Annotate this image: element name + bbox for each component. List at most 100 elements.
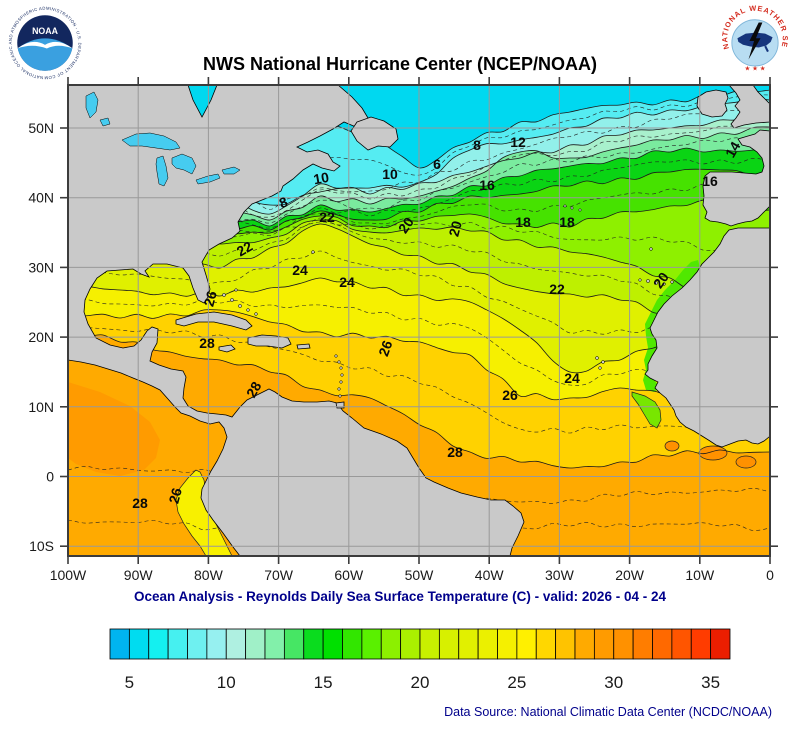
contour-label-8: 8 (473, 137, 481, 153)
isotherm-dashed (68, 322, 770, 438)
lat-label-10S: 10S (29, 538, 54, 554)
island-dot (339, 380, 343, 384)
noaa-logo: NOAA NATIONAL OCEANIC AND ATMOSPHERIC AD… (8, 6, 82, 80)
land-western-europe (702, 129, 770, 227)
colorbar-tick-5: 5 (125, 673, 134, 692)
island-dot (337, 387, 341, 391)
land-great-britain (728, 85, 770, 129)
colorbar-tick-20: 20 (411, 673, 430, 692)
colorbar-cell-12 (264, 628, 285, 660)
island-dot (654, 281, 658, 285)
colorbar-cell-20 (419, 628, 440, 660)
island-dot (234, 288, 238, 292)
contour-label-28: 28 (132, 495, 148, 511)
pacific-warm-pool (68, 382, 160, 476)
data-source-note: Data Source: National Climatic Data Cent… (444, 705, 772, 719)
island-dot (230, 298, 234, 302)
island-dot (670, 280, 674, 284)
contour-label-10: 10 (312, 169, 330, 187)
contour-label-22: 22 (234, 238, 256, 260)
colorbar-cell-33 (671, 628, 692, 660)
island-dot (662, 282, 666, 286)
island-dot (563, 204, 567, 208)
lake-winnipeg (85, 91, 99, 119)
colorbar-cell-8 (187, 628, 208, 660)
lake-manitoba (99, 117, 111, 127)
colorbar-cell-7 (167, 628, 188, 660)
island-dot (578, 208, 582, 212)
nws-stars: ★ ★ ★ (745, 66, 766, 73)
colorbar-cell-29 (593, 628, 615, 660)
isotherm-24 (68, 277, 770, 374)
land-newfoundland (350, 116, 399, 151)
lat-label-20N: 20N (28, 329, 54, 345)
island-dot (340, 373, 344, 377)
colorbar-cell-6 (148, 628, 169, 660)
lake-ontario (221, 166, 241, 175)
lake-michigan (155, 155, 169, 187)
lat-label-40N: 40N (28, 190, 54, 206)
colorbar-cell-27 (555, 628, 576, 660)
colorbar-cell-4 (109, 628, 130, 660)
land-north-south-america (68, 85, 525, 556)
colorbar-cell-26 (535, 628, 557, 660)
colorbar-tick-10: 10 (217, 673, 236, 692)
lon-label-10W: 10W (685, 567, 715, 583)
page-title: NWS National Hurricane Center (NCEP/NOAA… (202, 54, 598, 74)
noaa-wordmark: NOAA (32, 26, 58, 36)
lake-huron (171, 153, 197, 175)
colorbar-cell-32 (652, 628, 673, 660)
island-dot (595, 356, 599, 360)
warm-spot (735, 455, 757, 469)
contour-label-26: 26 (502, 387, 518, 403)
contour-label-14: 14 (722, 139, 744, 161)
colorbar-cell-21 (438, 628, 460, 660)
contour-label-28: 28 (447, 444, 463, 460)
lon-label-40W: 40W (475, 567, 505, 583)
contour-label-26: 26 (200, 289, 220, 308)
noaa-gull-icon (17, 41, 73, 49)
contour-label-28: 28 (243, 379, 265, 401)
colorbar-cell-17 (361, 628, 382, 660)
contour-label-26: 26 (165, 486, 185, 505)
colorbar-cell-11 (245, 628, 266, 660)
isotherm-26 (68, 309, 770, 421)
colorbar-tick-30: 30 (604, 673, 623, 692)
colorbar-cell-10 (225, 628, 247, 660)
contour-label-12: 12 (510, 134, 526, 150)
contour-label-22: 22 (319, 209, 335, 225)
lat-label-10N: 10N (28, 399, 54, 415)
map-subtitle: Ocean Analysis - Reynolds Daily Sea Surf… (134, 589, 666, 604)
contour-label-18: 18 (515, 214, 531, 230)
colorbar-tick-15: 15 (314, 673, 333, 692)
colorbar-cell-15 (322, 628, 343, 660)
colorbar-cell-25 (516, 628, 537, 660)
lon-label-70W: 70W (264, 567, 294, 583)
island-dot (649, 247, 653, 251)
lat-label-30N: 30N (28, 259, 54, 275)
island-dot (311, 250, 315, 254)
contour-label-24: 24 (564, 370, 580, 386)
island-dot (238, 304, 242, 308)
land-hispaniola (247, 334, 292, 349)
colorbar-cell-13 (283, 628, 305, 660)
colorbar-cell-22 (458, 628, 479, 660)
island-dot (334, 354, 338, 358)
colorbar-cell-18 (380, 628, 402, 660)
lon-label-0: 0 (766, 567, 774, 583)
colorbar-cell-23 (477, 628, 498, 660)
island-dot (598, 366, 602, 370)
island-dot (254, 312, 258, 316)
isotherm-28 (68, 329, 770, 469)
lon-label-60W: 60W (334, 567, 364, 583)
land-puerto-rico (296, 343, 311, 350)
colorbar-cell-35 (710, 628, 731, 660)
island-dot (246, 308, 250, 312)
land-ireland (696, 89, 729, 118)
contour-label-10: 10 (382, 166, 398, 182)
island-dot (601, 360, 605, 364)
colorbar-cell-9 (206, 628, 227, 660)
island-dot (646, 279, 650, 283)
